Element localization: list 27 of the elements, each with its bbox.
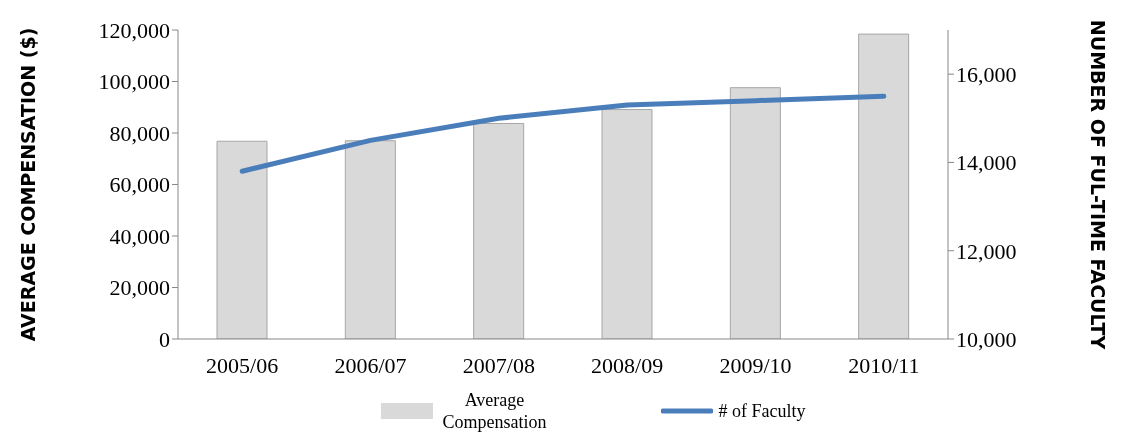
- bar: [344, 140, 396, 339]
- y-tick-label: 100,000: [98, 69, 170, 95]
- legend-label: Average Compensation: [441, 389, 548, 433]
- y2-tick-label: 14,000: [956, 150, 1017, 176]
- bar: [216, 140, 268, 339]
- y2-axis-title: NUMBER OF FUL-TIME FACULTY: [1087, 19, 1110, 350]
- y2-tick-label: 16,000: [956, 61, 1017, 87]
- bar: [858, 33, 910, 339]
- legend-label: # of Faculty: [718, 400, 806, 422]
- x-tick-label: 2008/09: [591, 352, 664, 378]
- x-tick-label: 2005/06: [206, 352, 279, 378]
- y-tick-label: 120,000: [98, 17, 170, 43]
- y-tick-label: 0: [159, 326, 170, 352]
- bar: [729, 87, 781, 339]
- y-tick-label: 40,000: [109, 223, 170, 249]
- y2-tick-label: 10,000: [956, 326, 1017, 352]
- x-tick-label: 2009/10: [719, 352, 792, 378]
- y-axis-title: AVERAGE COMPENSATION ($): [16, 27, 39, 342]
- y-tick-label: 20,000: [109, 275, 170, 301]
- x-tick-label: 2007/08: [462, 352, 535, 378]
- y2-tick-label: 12,000: [956, 238, 1017, 264]
- bar: [601, 109, 653, 339]
- bar: [473, 122, 525, 339]
- x-tick-label: 2010/11: [848, 352, 920, 378]
- y-tick-label: 80,000: [109, 120, 170, 146]
- y-tick-label: 60,000: [109, 172, 170, 198]
- x-tick-label: 2006/07: [334, 352, 407, 378]
